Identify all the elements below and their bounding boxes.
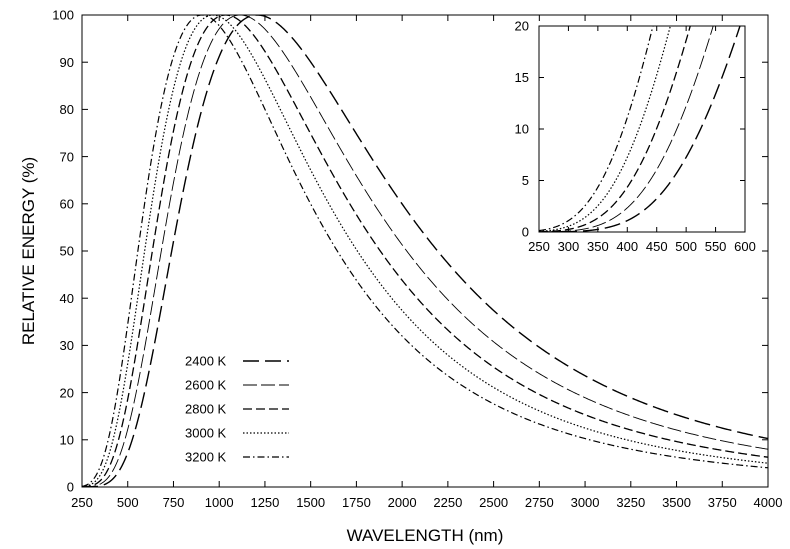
main-series-3000k — [82, 15, 768, 487]
inset-y-tick-label: 10 — [515, 122, 529, 137]
legend: 2400 K 2600 K 2800 K 3000 K 3200 K — [185, 354, 289, 465]
legend-label-3200k: 3200 K — [185, 450, 227, 465]
main-y-tick-label: 60 — [60, 196, 74, 211]
main-x-tick-label: 1500 — [296, 495, 325, 510]
inset-series-2600k — [539, 26, 714, 232]
inset-x-tick-label: 300 — [558, 239, 580, 254]
inset-x-tick-label: 250 — [528, 239, 550, 254]
inset-series-3200k — [539, 26, 654, 232]
inset-y-tick-label: 5 — [522, 173, 529, 188]
main-y-tick-label: 90 — [60, 55, 74, 70]
main-x-tick-label: 4000 — [754, 495, 783, 510]
main-y-tick-label: 50 — [60, 244, 74, 259]
main-x-tick-label: 2750 — [525, 495, 554, 510]
main-y-tick-label: 80 — [60, 102, 74, 117]
legend-label-2400k: 2400 K — [185, 354, 227, 369]
main-y-tick-label: 10 — [60, 432, 74, 447]
main-x-tick-label: 1750 — [342, 495, 371, 510]
legend-label-3000k: 3000 K — [185, 426, 227, 441]
main-x-tick-label: 250 — [71, 495, 93, 510]
main-y-tick-label: 100 — [52, 8, 74, 23]
main-x-tick-label: 3500 — [662, 495, 691, 510]
inset-y-tick-label: 20 — [515, 19, 529, 34]
inset-x-tick-label: 400 — [616, 239, 638, 254]
main-y-tick-label: 0 — [67, 480, 74, 495]
main-x-tick-label: 2000 — [388, 495, 417, 510]
inset-chart: 250 300 350 400 450 500 550 600 0 5 10 15 20 — [515, 19, 756, 254]
main-y-tick-label: 70 — [60, 149, 74, 164]
main-y-tick-label: 40 — [60, 291, 74, 306]
inset-x-tick-label: 550 — [705, 239, 727, 254]
inset-x-tick-label: 450 — [646, 239, 668, 254]
main-series-3200k — [82, 15, 768, 487]
inset-y-tick-label: 15 — [515, 70, 529, 85]
main-x-tick-label: 2250 — [433, 495, 462, 510]
legend-label-2800k: 2800 K — [185, 402, 227, 417]
main-x-tick-label: 2500 — [479, 495, 508, 510]
inset-x-tick-label: 350 — [587, 239, 609, 254]
inset-series-2400k — [539, 26, 741, 232]
inset-x-tick-label: 500 — [675, 239, 697, 254]
main-x-tick-label: 1000 — [205, 495, 234, 510]
main-y-tick-label: 20 — [60, 385, 74, 400]
main-x-tick-label: 1250 — [250, 495, 279, 510]
main-x-tick-label: 750 — [163, 495, 185, 510]
inset-x-tick-label: 600 — [734, 239, 756, 254]
main-x-tick-label: 500 — [117, 495, 139, 510]
legend-label-2600k: 2600 K — [185, 378, 227, 393]
inset-plot-frame — [538, 25, 746, 233]
main-x-tick-label: 3750 — [708, 495, 737, 510]
y-axis-label: RELATIVE ENERGY (%) — [19, 157, 38, 345]
inset-series-3000k — [539, 26, 671, 232]
main-x-tick-label: 3250 — [616, 495, 645, 510]
main-series-2600k — [82, 15, 768, 487]
inset-y-tick-label: 0 — [522, 225, 529, 240]
main-y-tick-label: 30 — [60, 338, 74, 353]
main-series-2400k — [82, 15, 768, 487]
main-series-2800k — [82, 15, 768, 487]
inset-series-2800k — [539, 26, 691, 232]
main-x-tick-label: 3000 — [571, 495, 600, 510]
x-axis-label: WAVELENGTH (nm) — [347, 526, 504, 545]
